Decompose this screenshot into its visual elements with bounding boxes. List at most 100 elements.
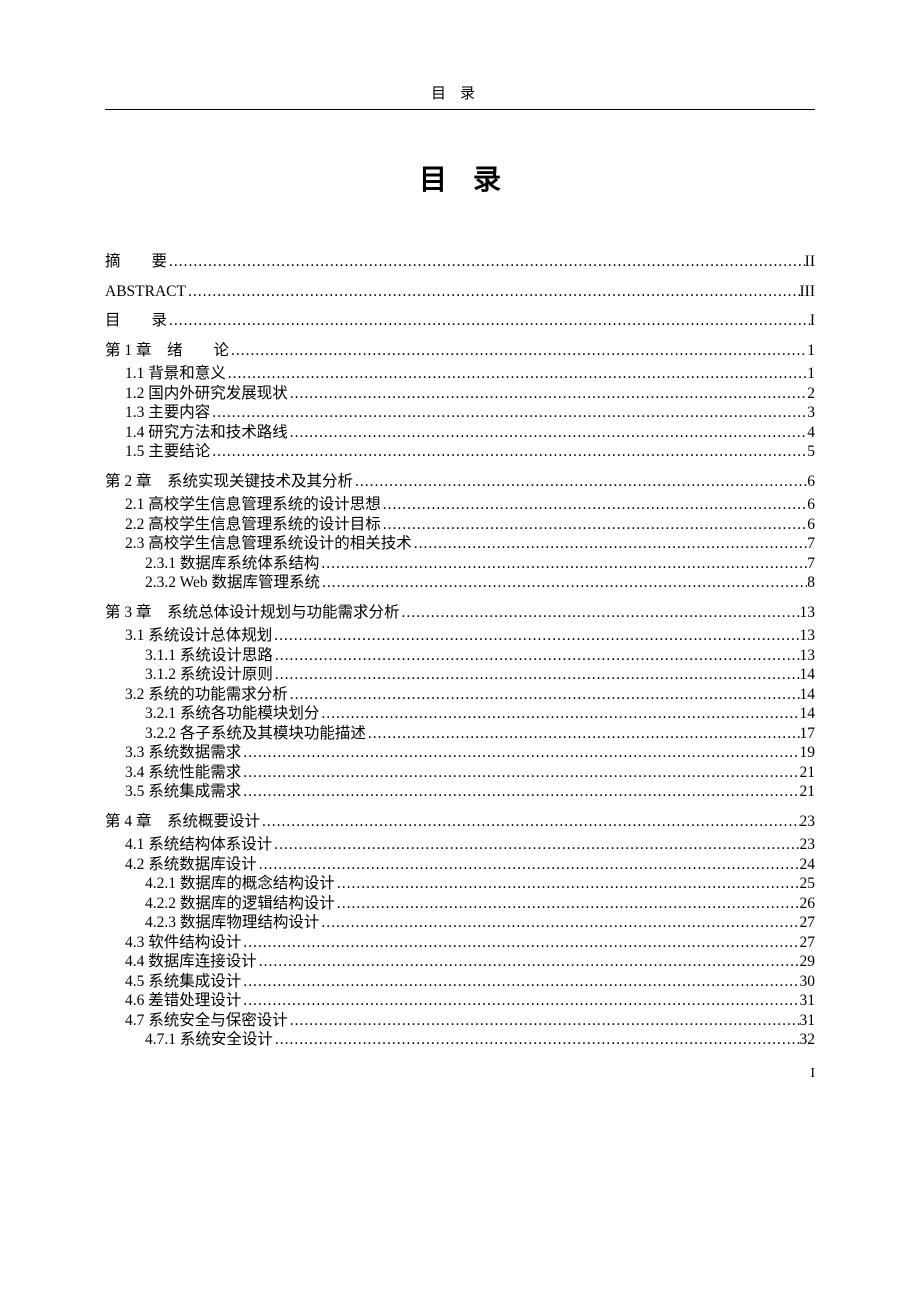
toc-label: 2.3 高校学生信息管理系统设计的相关技术 xyxy=(125,536,412,552)
toc-page: 29 xyxy=(800,954,816,970)
toc-leader xyxy=(257,954,800,970)
toc-entry: 2.3 高校学生信息管理系统设计的相关技术7 xyxy=(105,536,815,552)
toc-entry: 4.3 软件结构设计27 xyxy=(105,935,815,951)
toc-leader xyxy=(210,444,807,460)
toc-entry: 目 录I xyxy=(105,313,815,329)
toc-label: 4.2.1 数据库的概念结构设计 xyxy=(145,876,335,892)
toc-page: 32 xyxy=(800,1032,816,1048)
toc-label: 第 4 章 系统概要设计 xyxy=(105,814,260,830)
toc-leader xyxy=(288,425,807,441)
toc-label: 3.1.1 系统设计思路 xyxy=(145,648,273,664)
toc-leader xyxy=(273,667,800,683)
toc-page: 25 xyxy=(800,876,816,892)
toc-entry: 2.2 高校学生信息管理系统的设计目标6 xyxy=(105,517,815,533)
toc-label: 4.1 系统结构体系设计 xyxy=(125,837,272,853)
toc-leader xyxy=(288,687,800,703)
toc-leader xyxy=(335,876,800,892)
toc-entry: 4.7.1 系统安全设计32 xyxy=(105,1032,815,1048)
toc-entry: 3.2.2 各子系统及其模块功能描述 17 xyxy=(105,726,815,742)
toc-page: 7 xyxy=(807,556,815,572)
toc-label: 4.5 系统集成设计 xyxy=(125,974,241,990)
table-of-contents: 摘 要IIABSTRACTIII目 录I第 1 章 绪 论11.1 背景和意义1… xyxy=(105,254,815,1048)
toc-entry: 第 1 章 绪 论1 xyxy=(105,343,815,359)
toc-entry: 1.1 背景和意义 1 xyxy=(105,366,815,382)
toc-leader xyxy=(272,628,799,644)
toc-label: 3.3 系统数据需求 xyxy=(125,745,241,761)
toc-label: 第 1 章 绪 论 xyxy=(105,343,229,359)
toc-label: 4.2 系统数据库设计 xyxy=(125,857,257,873)
toc-label: 4.2.3 数据库物理结构设计 xyxy=(145,915,319,931)
toc-page: 6 xyxy=(807,474,815,490)
toc-label: 4.7 系统安全与保密设计 xyxy=(125,1013,288,1029)
toc-page: 13 xyxy=(800,605,816,621)
toc-leader xyxy=(260,814,799,830)
toc-page: 6 xyxy=(807,497,815,513)
toc-label: 2.3.2 Web 数据库管理系统 xyxy=(145,575,320,591)
running-head: 目录 xyxy=(105,82,815,110)
toc-leader xyxy=(167,313,810,329)
toc-label: 4.2.2 数据库的逻辑结构设计 xyxy=(145,896,335,912)
toc-entry: 3.2.1 系统各功能模块划分14 xyxy=(105,706,815,722)
toc-leader xyxy=(335,896,800,912)
toc-entry: 3.1.1 系统设计思路 13 xyxy=(105,648,815,664)
toc-page: 13 xyxy=(800,628,816,644)
toc-page: 23 xyxy=(800,837,816,853)
toc-page: 24 xyxy=(800,857,816,873)
toc-leader xyxy=(273,648,800,664)
toc-leader xyxy=(226,366,807,382)
toc-page: 14 xyxy=(800,706,816,722)
toc-label: 1.4 研究方法和技术路线 xyxy=(125,425,288,441)
toc-leader xyxy=(272,837,799,853)
toc-entry: 3.4 系统性能需求 21 xyxy=(105,765,815,781)
toc-page: 30 xyxy=(800,974,816,990)
toc-leader xyxy=(288,386,807,402)
toc-entry: 第 3 章 系统总体设计规划与功能需求分析13 xyxy=(105,605,815,621)
toc-leader xyxy=(241,765,799,781)
toc-page: 5 xyxy=(807,444,815,460)
toc-label: 2.3.1 数据库系统体系结构 xyxy=(145,556,319,572)
toc-label: 3.1 系统设计总体规划 xyxy=(125,628,272,644)
toc-leader xyxy=(381,517,807,533)
toc-page: 21 xyxy=(800,784,816,800)
toc-entry: 1.2 国内外研究发展现状2 xyxy=(105,386,815,402)
toc-leader xyxy=(320,575,807,591)
toc-page: 27 xyxy=(800,935,816,951)
toc-leader xyxy=(400,605,800,621)
toc-entry: 4.4 数据库连接设计29 xyxy=(105,954,815,970)
toc-label: 1.5 主要结论 xyxy=(125,444,210,460)
toc-entry: 摘 要II xyxy=(105,254,815,270)
toc-leader xyxy=(273,1032,800,1048)
main-title: 目录 xyxy=(105,158,815,198)
toc-page: 14 xyxy=(800,687,816,703)
toc-label: 1.3 主要内容 xyxy=(125,405,210,421)
toc-label: ABSTRACT xyxy=(105,284,186,300)
toc-label: 3.2 系统的功能需求分析 xyxy=(125,687,288,703)
toc-leader xyxy=(229,343,807,359)
toc-page: 31 xyxy=(800,1013,816,1029)
toc-page: II xyxy=(805,254,815,270)
toc-leader xyxy=(167,254,805,270)
toc-entry: 2.1 高校学生信息管理系统的设计思想6 xyxy=(105,497,815,513)
toc-page: 17 xyxy=(800,726,816,742)
toc-label: 3.1.2 系统设计原则 xyxy=(145,667,273,683)
toc-page: 19 xyxy=(800,745,816,761)
toc-page: 21 xyxy=(800,765,816,781)
toc-entry: 4.6 差错处理设计31 xyxy=(105,993,815,1009)
toc-page: 1 xyxy=(807,366,815,382)
toc-page: 2 xyxy=(807,386,815,402)
toc-entry: 3.3 系统数据需求 19 xyxy=(105,745,815,761)
toc-label: 1.1 背景和意义 xyxy=(125,366,226,382)
toc-page: 13 xyxy=(800,648,816,664)
toc-entry: 3.1.2 系统设计原则14 xyxy=(105,667,815,683)
toc-label: 目 录 xyxy=(105,313,167,329)
toc-leader xyxy=(241,784,799,800)
toc-page: 4 xyxy=(807,425,815,441)
toc-label: 3.4 系统性能需求 xyxy=(125,765,241,781)
toc-leader xyxy=(186,284,800,300)
toc-label: 3.2.2 各子系统及其模块功能描述 xyxy=(145,726,366,742)
toc-entry: 1.5 主要结论 5 xyxy=(105,444,815,460)
toc-leader xyxy=(241,974,799,990)
toc-leader xyxy=(257,857,800,873)
page-number: I xyxy=(105,1066,815,1082)
toc-entry: 4.2.3 数据库物理结构设计27 xyxy=(105,915,815,931)
